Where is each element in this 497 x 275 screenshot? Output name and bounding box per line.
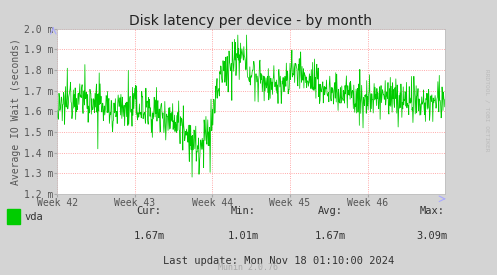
Text: Munin 2.0.76: Munin 2.0.76 [219, 263, 278, 272]
Y-axis label: Average IO Wait (seconds): Average IO Wait (seconds) [11, 38, 21, 185]
Text: Cur:: Cur: [137, 207, 162, 216]
Text: 1.01m: 1.01m [228, 231, 259, 241]
Text: RRDTOOL / TOBI OETIKER: RRDTOOL / TOBI OETIKER [485, 69, 490, 151]
Text: 1.67m: 1.67m [134, 231, 165, 241]
Text: 1.67m: 1.67m [315, 231, 346, 241]
Text: vda: vda [25, 211, 44, 222]
Text: Max:: Max: [420, 207, 445, 216]
Text: Last update: Mon Nov 18 01:10:00 2024: Last update: Mon Nov 18 01:10:00 2024 [163, 256, 394, 266]
Text: Avg:: Avg: [318, 207, 343, 216]
Title: Disk latency per device - by month: Disk latency per device - by month [130, 14, 372, 28]
Text: Min:: Min: [231, 207, 256, 216]
Text: 3.09m: 3.09m [417, 231, 448, 241]
